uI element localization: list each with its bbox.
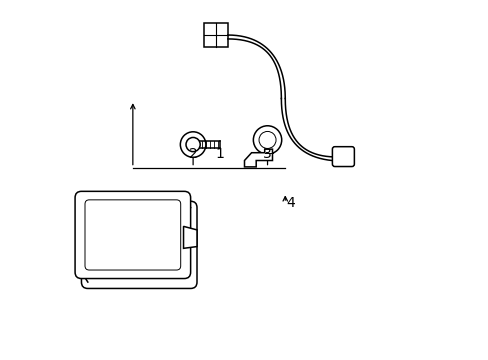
Text: 4: 4 [285,196,294,210]
Text: 2: 2 [188,147,197,161]
Text: 3: 3 [263,147,271,161]
Circle shape [185,138,200,152]
Circle shape [253,126,281,154]
Bar [203,23,227,47]
FancyBboxPatch shape [75,192,190,279]
FancyBboxPatch shape [81,201,197,288]
Polygon shape [244,149,272,167]
Circle shape [180,132,205,157]
FancyBboxPatch shape [332,147,354,167]
Polygon shape [183,226,197,248]
FancyBboxPatch shape [85,200,181,270]
Circle shape [259,131,276,148]
Text: 1: 1 [215,147,224,161]
